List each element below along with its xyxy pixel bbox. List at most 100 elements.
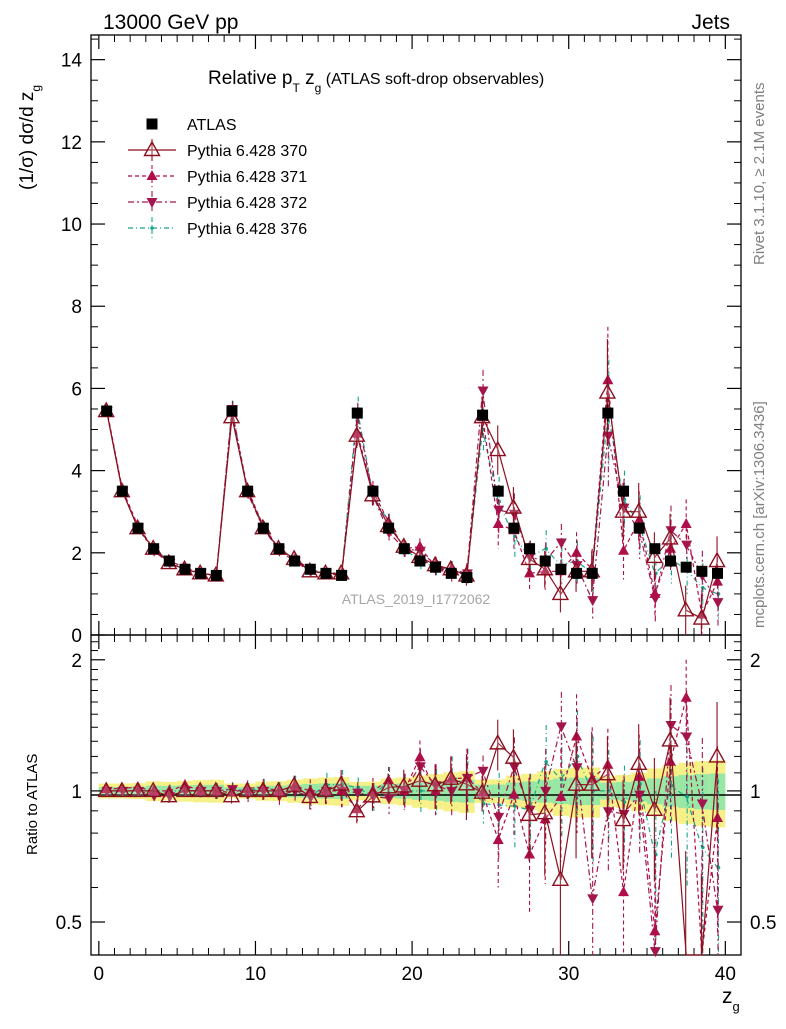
ratio-point	[661, 731, 679, 747]
data-point	[304, 563, 316, 575]
y-tick-label: 0	[71, 626, 82, 647]
ratio-point	[508, 788, 520, 799]
legend-label: Pythia 6.428 372	[187, 195, 307, 212]
series	[97, 326, 726, 635]
ratio-point	[489, 733, 507, 750]
data-point	[571, 567, 583, 579]
y-tick-label: 14	[61, 51, 83, 72]
data-point	[163, 555, 175, 567]
legend: ATLAS Pythia 6.428 370 Pythia 6.428 371 Pyt…	[128, 117, 307, 239]
ratio-point	[618, 886, 630, 897]
data-point	[477, 386, 489, 397]
data-point	[242, 485, 254, 497]
legend-marker	[143, 140, 161, 157]
ratio-series-1	[97, 697, 726, 956]
ratio-point	[97, 781, 115, 798]
ratio-point	[238, 781, 256, 798]
ratio-point	[540, 786, 552, 797]
y-tick-label: 2	[71, 544, 82, 565]
ratio-point	[473, 783, 491, 799]
ratio-series-line	[106, 697, 719, 956]
ratio-point	[645, 800, 664, 817]
ratio-point	[363, 786, 382, 803]
ratio-point	[567, 775, 585, 791]
ratio-point	[492, 833, 504, 844]
legend-entry-4: Pythia 6.428 376	[128, 217, 307, 239]
data-point	[524, 543, 536, 555]
data-point	[492, 485, 504, 497]
data-point	[414, 555, 426, 567]
x-tick-label: 20	[402, 964, 423, 985]
data-point	[536, 559, 554, 576]
legend-marker	[146, 198, 158, 208]
rivet-label: Rivet 3.1.10, ≥ 2.1M events	[751, 83, 768, 266]
ratio-point	[634, 790, 646, 801]
data-point	[649, 543, 661, 555]
ratio-point	[395, 777, 413, 793]
ratio-series-line	[106, 740, 719, 956]
ratio-point	[504, 748, 523, 764]
data-point	[348, 426, 366, 442]
series-line	[106, 408, 718, 595]
data-point	[598, 383, 617, 399]
data-point	[618, 485, 630, 497]
legend-entry-1: Pythia 6.428 370	[128, 139, 307, 161]
data-point	[661, 528, 679, 545]
ratio-point	[191, 781, 209, 798]
data-point	[508, 509, 520, 520]
y-tick-label: 12	[61, 133, 82, 154]
data-point	[351, 407, 363, 419]
data-point	[414, 540, 426, 551]
data-point	[551, 584, 570, 601]
ratio-point	[555, 722, 567, 733]
analysis-tag: ATLAS_2019_I1772062	[342, 591, 491, 607]
data-point	[489, 440, 507, 457]
ratio-point	[583, 775, 601, 791]
data-point	[195, 567, 207, 579]
x-tick-label: 40	[715, 964, 736, 985]
data-point	[445, 567, 457, 579]
ratio-point	[269, 781, 288, 798]
data-point	[712, 598, 724, 609]
ratio-point	[160, 786, 178, 803]
data-point	[132, 522, 144, 534]
ratio-point	[544, 759, 548, 764]
ratio-point	[665, 721, 677, 732]
ratio-point	[301, 787, 319, 804]
ratio-point	[285, 776, 303, 792]
ratio-tick-label-right: 0.5	[750, 913, 776, 934]
data-point	[555, 563, 567, 575]
ratio-tick-label: 0.5	[56, 913, 82, 934]
data-point	[398, 543, 410, 555]
x-tick-label: 10	[245, 964, 266, 985]
ratio-point	[254, 781, 272, 798]
data-point	[645, 547, 664, 564]
ratio-point	[708, 746, 726, 763]
ratio-tick-label: 2	[71, 651, 82, 672]
data-point	[680, 561, 692, 573]
legend-entry-3: Pythia 6.428 372	[128, 191, 307, 213]
ratio-point	[477, 766, 489, 777]
ratio-series-3	[101, 685, 724, 958]
data-point	[273, 543, 285, 555]
data-point	[586, 567, 598, 579]
data-point	[520, 549, 538, 566]
data-point	[116, 485, 128, 497]
data-point	[555, 538, 567, 549]
data-point	[383, 522, 395, 534]
plot-title: Relative pT zg (ATLAS soft-drop observab…	[208, 68, 544, 95]
ratio-point	[113, 781, 131, 798]
data-point	[101, 405, 113, 417]
data-point	[633, 522, 645, 534]
legend-marker	[146, 170, 158, 180]
y-tick-label: 10	[61, 215, 82, 236]
data-point	[179, 563, 191, 575]
ratio-point	[649, 925, 661, 936]
ratio-point	[383, 794, 395, 805]
x-tick-label: 0	[94, 964, 105, 985]
ratio-point	[520, 805, 538, 822]
x-tick-label: 30	[558, 964, 579, 985]
ratio-point	[410, 771, 429, 787]
